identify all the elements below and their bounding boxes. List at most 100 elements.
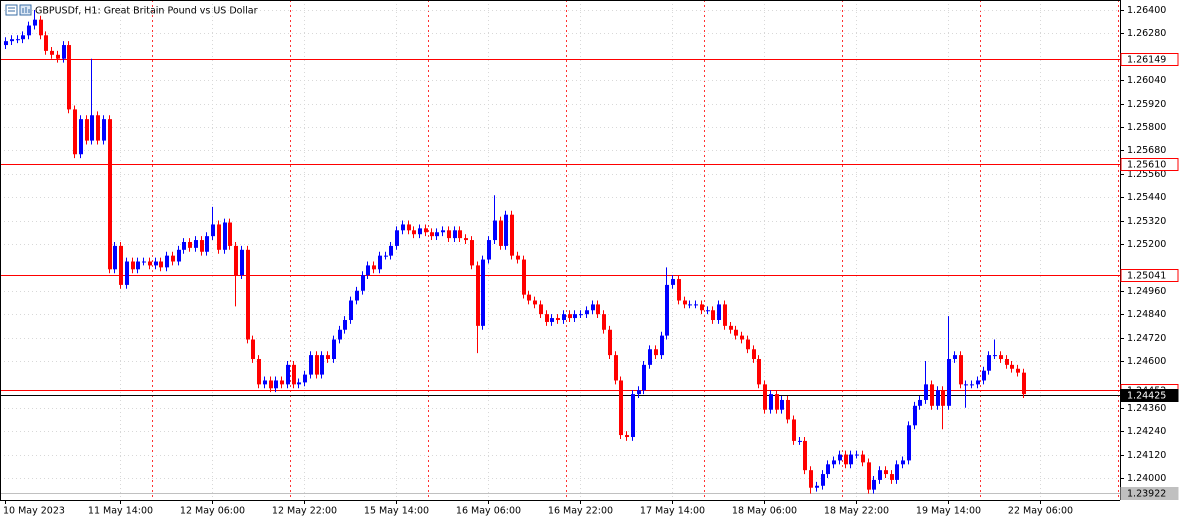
candle-body: [688, 304, 692, 306]
menu-icon[interactable]: [5, 4, 18, 16]
candle-body: [165, 255, 169, 268]
x-tick-label: 18 May 22:00: [824, 506, 889, 517]
candle-body: [470, 240, 474, 266]
candle-body: [447, 230, 451, 239]
candle-body: [424, 228, 428, 233]
candle-body: [62, 45, 66, 59]
candle-body: [125, 261, 129, 285]
x-tick-label: 10 May 2023: [3, 506, 65, 517]
candles-layer: [4, 9, 1026, 494]
candle-body: [481, 259, 485, 326]
candle-body: [568, 314, 572, 319]
candle-body: [154, 261, 158, 266]
candle-body: [815, 485, 819, 488]
candle-body: [849, 454, 853, 465]
candle-body: [251, 339, 255, 360]
candle-body: [355, 290, 359, 301]
y-tick-label: 1.24120: [1127, 450, 1166, 461]
candle-body: [821, 474, 825, 486]
candle-body: [769, 394, 773, 410]
candle-body: [987, 355, 991, 371]
candle-body: [159, 261, 163, 268]
candle-body: [217, 224, 221, 250]
candle-body: [596, 304, 600, 315]
candle-body: [274, 380, 278, 389]
candle-body: [56, 54, 60, 59]
candle-body: [711, 310, 715, 321]
candle-body: [240, 249, 244, 276]
candle-body: [85, 119, 89, 141]
candle-body: [970, 384, 974, 386]
candle-body: [136, 261, 140, 270]
candle-body: [533, 300, 537, 305]
candle-body: [487, 240, 491, 260]
candle-body: [838, 454, 842, 461]
candle-body: [297, 382, 301, 385]
header: GBPUSDf, H1: Great Britain Pound vs US D…: [5, 4, 258, 17]
candle-body: [780, 399, 784, 410]
candle-body: [171, 255, 175, 262]
candle-body: [890, 474, 894, 480]
candle-body: [182, 242, 186, 250]
candle-body: [694, 304, 698, 306]
candle-body: [539, 304, 543, 315]
level-label: 1.25041: [1127, 271, 1166, 282]
candle-body: [378, 255, 382, 270]
candle-body: [752, 349, 756, 360]
x-tick-label: 17 May 14:00: [640, 506, 705, 517]
candle-body: [614, 355, 618, 381]
candle-body: [361, 275, 365, 291]
candle-body: [683, 300, 687, 305]
y-tick-label: 1.25320: [1127, 216, 1166, 227]
candle-body: [332, 339, 336, 360]
candle-body: [395, 230, 399, 246]
candle-body: [96, 115, 100, 141]
x-tick-label: 19 May 14:00: [916, 506, 981, 517]
candle-body: [757, 359, 761, 385]
y-tick-label: 1.25920: [1127, 99, 1166, 110]
candle-body: [913, 405, 917, 426]
candle-body: [631, 394, 635, 438]
candle-body: [964, 384, 968, 386]
candle-body: [625, 435, 629, 438]
candle-body: [798, 440, 802, 442]
candle-body: [706, 310, 710, 312]
x-tick-label: 18 May 06:00: [732, 506, 797, 517]
candle-body: [16, 39, 20, 41]
y-tick-label: 1.24840: [1127, 309, 1166, 320]
y-tick-label: 1.26280: [1127, 28, 1166, 39]
candle-body: [142, 261, 146, 263]
candle-body: [228, 222, 232, 246]
candle-body: [556, 318, 560, 321]
candle-body: [545, 314, 549, 322]
candle-body: [280, 380, 284, 385]
candle-body: [407, 224, 411, 231]
candle-body: [895, 464, 899, 480]
level-label: 1.24425: [1127, 391, 1166, 402]
candle-body: [763, 384, 767, 410]
candle-body: [246, 249, 250, 340]
candle-body: [39, 19, 43, 36]
candle-body: [976, 380, 980, 385]
candle-body: [418, 228, 422, 235]
candle-body: [499, 220, 503, 246]
candle-body: [338, 329, 342, 340]
y-tick-label: 1.26040: [1127, 75, 1166, 86]
candle-body: [50, 50, 54, 55]
candle-body: [389, 245, 393, 256]
candle-body: [113, 245, 117, 270]
candle-body: [723, 304, 727, 326]
candle-body: [263, 380, 267, 385]
candle-body: [257, 359, 261, 385]
candle-body: [878, 470, 882, 480]
candle-body: [740, 335, 744, 340]
candle-body: [591, 304, 595, 311]
level-label: 1.23922: [1127, 489, 1166, 500]
y-tick-label: 1.24720: [1127, 333, 1166, 344]
candle-body: [205, 236, 209, 252]
candle-body: [441, 230, 445, 233]
candle-body: [936, 390, 940, 406]
y-tick-label: 1.26400: [1127, 5, 1166, 16]
